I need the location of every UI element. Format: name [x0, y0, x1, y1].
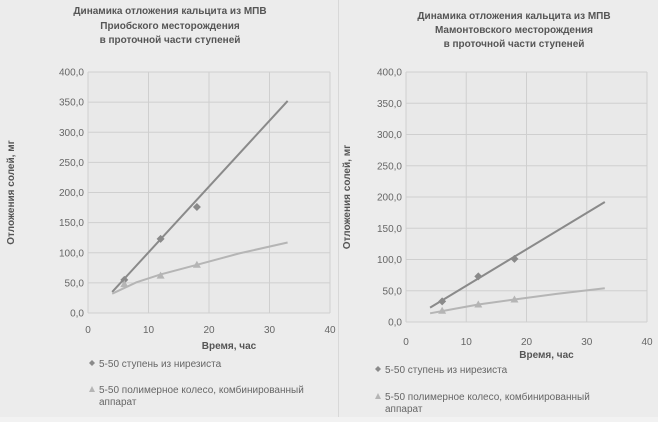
trendline-series-1: [429, 201, 606, 309]
legend-label: аппарат: [385, 404, 423, 415]
data-point-series-1: [156, 234, 165, 243]
chart-panel-mamontovskoe: Динамика отложения кальцита из МПВ Мамонт…: [339, 0, 658, 417]
y-tick-label: 400,0: [59, 68, 84, 79]
y-tick-label: 200,0: [59, 188, 84, 199]
x-tick-label: 30: [581, 337, 593, 348]
y-tick-label: 250,0: [377, 161, 402, 172]
data-point-series-2: [156, 271, 165, 279]
y-tick-label: 350,0: [377, 99, 402, 110]
y-tick-label: 100,0: [59, 248, 84, 259]
y-tick-label: 100,0: [377, 255, 402, 266]
data-point-series-1: [474, 272, 483, 281]
x-tick-label: 30: [264, 325, 276, 336]
y-tick-label: 300,0: [59, 128, 84, 139]
data-point-series-1: [510, 254, 519, 263]
y-tick-label: 0,0: [70, 309, 84, 320]
legend-marker-triangle: [89, 386, 95, 392]
data-point-series-1: [192, 202, 201, 211]
x-tick-label: 0: [85, 325, 91, 336]
legend-label: 5-50 полимерное колесо, комбинированный: [385, 391, 590, 403]
y-tick-label: 350,0: [59, 98, 84, 109]
legend-label: аппарат: [99, 397, 137, 408]
x-tick-label: 20: [521, 337, 533, 348]
x-axis-label: Время, час: [519, 350, 574, 361]
trendline-series-2: [111, 241, 288, 295]
data-point-series-1: [438, 297, 447, 306]
x-axis-label: Время, час: [202, 341, 257, 352]
x-tick-label: 20: [203, 325, 215, 336]
chart-priobskoe: Динамика отложения кальцита из МПВ Приобс…: [6, 6, 336, 408]
y-tick-label: 300,0: [377, 130, 402, 141]
trendline-series-2: [429, 287, 605, 315]
x-tick-label: 10: [461, 337, 473, 348]
y-tick-label: 0,0: [388, 318, 402, 329]
chart-title-line: в проточной части ступеней: [100, 35, 241, 46]
chart-title-line: Мамонтовского месторождения: [435, 25, 593, 36]
y-axis-label: Отложения солей, мг: [342, 145, 353, 250]
y-tick-label: 50,0: [383, 286, 403, 297]
data-point-series-2: [120, 280, 129, 288]
y-tick-label: 50,0: [65, 278, 85, 289]
chart-panel-priobskoe: Динамика отложения кальцита из МПВ Приобс…: [6, 0, 339, 417]
legend-label: 5-50 полимерное колесо, комбинированный: [99, 384, 304, 396]
chart-title-line: Динамика отложения кальцита из МПВ: [73, 6, 266, 17]
legend-marker-diamond: [375, 366, 381, 372]
data-point-series-2: [510, 295, 519, 303]
y-tick-label: 400,0: [377, 68, 402, 79]
data-point-series-2: [192, 260, 201, 268]
legend-label: 5-50 ступень из нирезиста: [385, 365, 508, 376]
legend-marker-triangle: [375, 393, 381, 399]
data-point-series-2: [438, 306, 447, 314]
legend-marker-diamond: [89, 360, 95, 366]
chart-title-line: в проточной части ступеней: [444, 39, 585, 50]
y-tick-label: 200,0: [377, 193, 402, 204]
trendline-series-1: [111, 100, 289, 293]
data-point-series-2: [474, 300, 483, 308]
chart-mamontovskoe: Динамика отложения кальцита из МПВ Мамонт…: [342, 11, 653, 415]
y-tick-label: 150,0: [377, 224, 402, 235]
y-tick-label: 150,0: [59, 218, 84, 229]
chart-title-line: Динамика отложения кальцита из МПВ: [417, 11, 610, 22]
legend-label: 5-50 ступень из нирезиста: [99, 359, 222, 370]
y-tick-label: 250,0: [59, 158, 84, 169]
x-tick-label: 10: [143, 325, 155, 336]
x-tick-label: 40: [324, 325, 336, 336]
chart-title-line: Приобского месторождения: [100, 20, 240, 32]
data-point-series-1: [120, 275, 129, 284]
x-tick-label: 40: [641, 337, 653, 348]
x-tick-label: 0: [403, 337, 409, 348]
y-axis-label: Отложения солей, мг: [6, 140, 17, 245]
